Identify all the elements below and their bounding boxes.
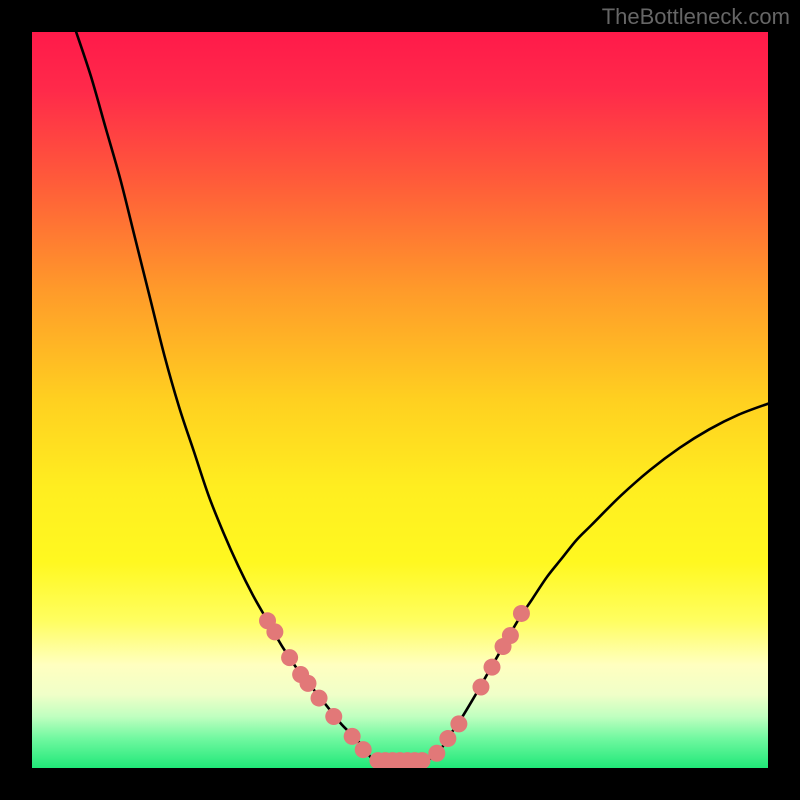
watermark-text: TheBottleneck.com [602, 4, 790, 30]
chart-plot-area [32, 32, 768, 768]
chart-svg [32, 32, 768, 768]
data-marker [311, 690, 328, 707]
data-marker [266, 623, 283, 640]
data-marker [428, 745, 445, 762]
data-marker [300, 675, 317, 692]
data-marker [355, 741, 372, 758]
data-marker [281, 649, 298, 666]
data-marker [344, 728, 361, 745]
data-marker [325, 708, 342, 725]
data-marker [513, 605, 530, 622]
data-marker [450, 715, 467, 732]
data-marker [472, 679, 489, 696]
data-marker [484, 659, 501, 676]
data-marker [439, 730, 456, 747]
data-marker [502, 627, 519, 644]
gradient-background [32, 32, 768, 768]
